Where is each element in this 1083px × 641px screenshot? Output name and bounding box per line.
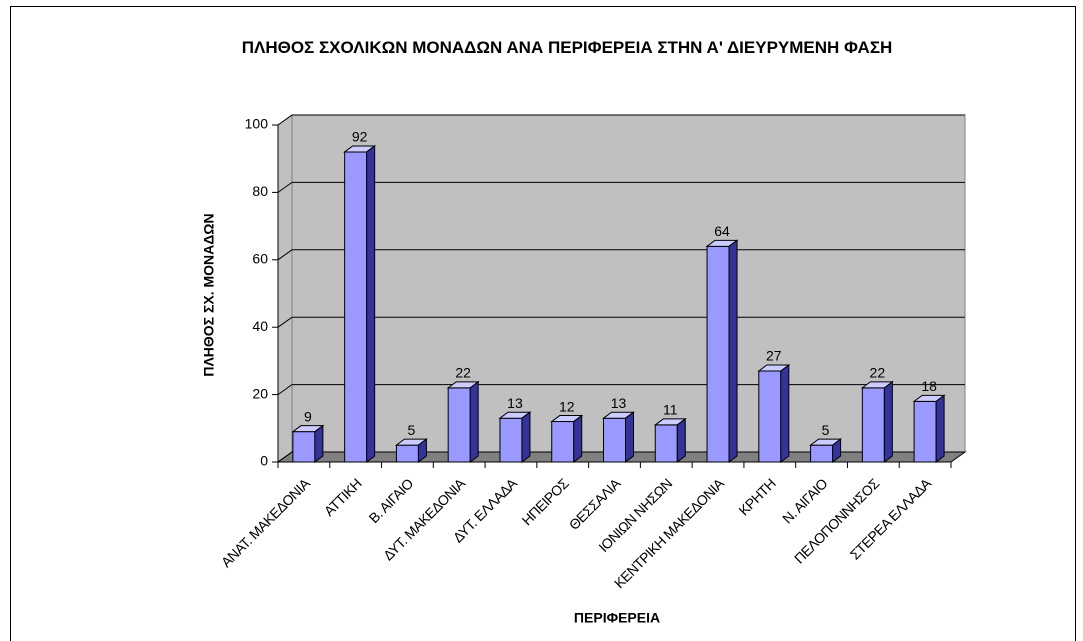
bar-front bbox=[500, 418, 522, 462]
bar-side bbox=[677, 419, 685, 462]
y-tick-label: 60 bbox=[252, 251, 268, 267]
bar-side bbox=[729, 240, 737, 462]
bar-side bbox=[626, 412, 634, 462]
value-label: 92 bbox=[352, 129, 368, 145]
y-axis-title: ΠΛΗΘΟΣ ΣΧ. ΜΟΝΑΔΩΝ bbox=[201, 213, 217, 376]
y-tick-label: 20 bbox=[252, 385, 268, 401]
bar-front bbox=[707, 246, 729, 462]
bar-front bbox=[811, 445, 833, 462]
chart-title: ΠΛΗΘΟΣ ΣΧΟΛΙΚΩΝ ΜΟΝΑΔΩΝ ΑΝΑ ΠΕΡΙΦΕΡΕΙΑ Σ… bbox=[152, 34, 982, 62]
value-label: 12 bbox=[559, 398, 575, 414]
bar-front bbox=[448, 388, 470, 462]
chart: ΠΛΗΘΟΣ ΣΧ. ΜΟΝΑΔΩΝ ΠΕΡΙΦΕΡΕΙΑ 0 20 40 60 80 1… bbox=[0, 0, 1083, 641]
value-label: 22 bbox=[455, 365, 471, 381]
y-tick-label: 80 bbox=[252, 183, 268, 199]
value-label: 11 bbox=[663, 402, 678, 418]
bar-front bbox=[552, 422, 574, 462]
value-label: 22 bbox=[870, 365, 886, 381]
bar-front bbox=[759, 371, 781, 462]
bar-side bbox=[936, 395, 944, 462]
y-tick-label: 40 bbox=[252, 318, 268, 334]
bar-side bbox=[470, 382, 478, 462]
value-label: 9 bbox=[304, 408, 312, 424]
value-label: 64 bbox=[714, 223, 730, 239]
bar-side bbox=[884, 382, 892, 462]
page: ΠΛΗΘΟΣ ΣΧ. ΜΟΝΑΔΩΝ ΠΕΡΙΦΕΡΕΙΑ 0 20 40 60 80 1… bbox=[0, 0, 1083, 641]
bar-front bbox=[655, 425, 677, 462]
bar-front bbox=[396, 445, 418, 462]
y-tick-label: 0 bbox=[260, 453, 268, 469]
bar-side bbox=[315, 426, 323, 462]
side-wall bbox=[278, 115, 292, 462]
value-label: 5 bbox=[822, 422, 830, 438]
bar-side bbox=[781, 365, 789, 462]
bar-side bbox=[367, 146, 375, 462]
bar-front bbox=[604, 418, 626, 462]
bar-front bbox=[862, 388, 884, 462]
bar-front bbox=[345, 152, 367, 462]
value-label: 27 bbox=[766, 348, 782, 364]
value-label: 5 bbox=[408, 422, 416, 438]
value-label: 13 bbox=[611, 395, 627, 411]
value-label: 18 bbox=[921, 378, 937, 394]
bar-side bbox=[574, 416, 582, 462]
bar-side bbox=[522, 412, 530, 462]
value-label: 13 bbox=[507, 395, 523, 411]
bar-front bbox=[293, 432, 315, 462]
y-tick-label: 100 bbox=[245, 116, 269, 132]
bar-front bbox=[914, 401, 936, 462]
x-axis-title: ΠΕΡΙΦΕΡΕΙΑ bbox=[574, 610, 660, 626]
